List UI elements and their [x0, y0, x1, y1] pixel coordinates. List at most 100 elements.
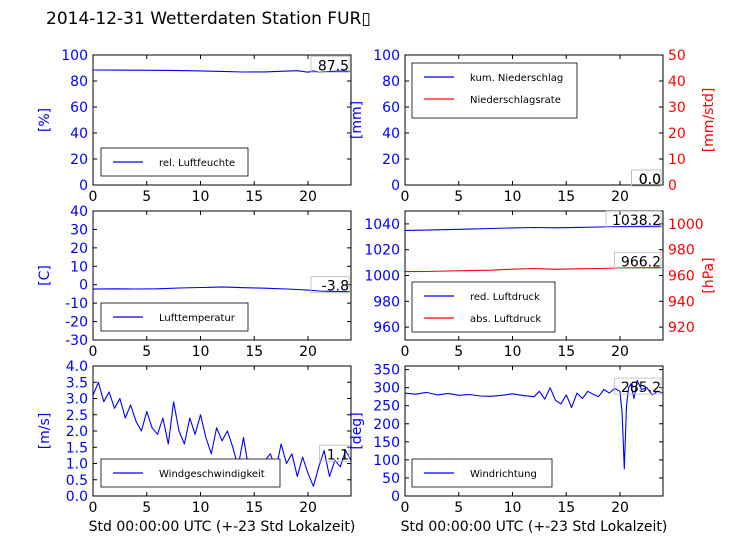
x-tick-label: 15: [557, 500, 575, 516]
x-tick-label: 15: [557, 189, 575, 205]
x-tick-label: 5: [454, 189, 463, 205]
legend-label: kum. Niederschlag: [470, 73, 563, 84]
y2-tick-label: 920: [668, 320, 695, 336]
x-axis-label: Std 00:00:00 UTC (+-23 Std Lokalzeit): [89, 519, 356, 535]
legend: Windrichtung: [411, 458, 553, 488]
legend-label: Niederschlagsrate: [470, 95, 561, 106]
legend: Lufttemperatur: [100, 302, 249, 332]
y-tick-label: 150: [373, 435, 400, 451]
y-tick-label: 2.0: [66, 424, 88, 440]
last-value-label-box: [310, 55, 350, 73]
y-tick-label: 3.0: [66, 392, 88, 408]
y-tick-label: 0.0: [66, 489, 88, 505]
x-tick-label: 0: [401, 189, 410, 205]
y-tick-label: 0: [391, 489, 400, 505]
y-tick-label: 0: [391, 178, 400, 194]
last-value-label-box: [310, 276, 350, 294]
last-value-label-box: [319, 444, 350, 462]
y2-tick-label: 40: [668, 74, 686, 90]
y-tick-label: 4.0: [66, 359, 88, 375]
x-tick-label: 20: [299, 500, 317, 516]
y-tick-label: 50: [382, 471, 400, 487]
y-tick-label: 80: [70, 74, 88, 90]
legend-label: rel. Luftfeuchte: [159, 158, 235, 169]
last-value-label: 1038.2: [612, 213, 661, 229]
subplot-humidity: 0 5 10 15 20 0 20 40 60 80 100 [%] 87.5 rel. Luftfeuc…: [37, 48, 352, 205]
legend: kum. Niederschlag Niederschlagsrate: [411, 62, 578, 119]
plot-frame: [92, 54, 352, 186]
y-tick-label: 60: [70, 100, 88, 116]
y-axis-label: [%]: [37, 108, 53, 132]
x-tick-label: 20: [299, 344, 317, 360]
x-tick-label: 20: [611, 500, 629, 516]
y-tick-label: -30: [65, 333, 88, 349]
legend-label: Windrichtung: [470, 469, 537, 480]
y-tick-label: 2.5: [66, 408, 88, 424]
x-tick-label: 10: [192, 189, 210, 205]
x-axis-label: Std 00:00:00 UTC (+-23 Std Lokalzeit): [401, 519, 668, 535]
x-tick-label: 20: [611, 344, 629, 360]
subplot-temperature: 0 5 10 15 20 -30 -20 -10 0 10 20 30 40 [C] -3.8 Lufttem…: [37, 204, 352, 360]
y-tick-label: 30: [70, 222, 88, 238]
y-tick-label: 1000: [364, 269, 400, 285]
x-tick-label: 20: [611, 189, 629, 205]
legend-box: [411, 62, 578, 119]
last-value-label: 285.2: [621, 380, 661, 396]
figure-title-text: 2014-12-31 Wetterdaten Station FUR: [46, 9, 362, 29]
x-tick-label: 10: [504, 500, 522, 516]
x-tick-label: 0: [89, 189, 98, 205]
x-tick-label: 0: [401, 500, 410, 516]
plot-frame: [404, 365, 664, 497]
subplot-precipitation: 0 5 10 15 20 0 20 40 60 80 100 0 10 20 30 40 50 [mm] [mm/s…: [349, 48, 717, 205]
y2-tick-label: 20: [668, 126, 686, 142]
y-tick-label: 250: [373, 399, 400, 415]
x-tick-label: 0: [401, 344, 410, 360]
y-tick-label: 0: [79, 278, 88, 294]
plot-frame: [92, 210, 352, 341]
subplot-pressure: 0 5 10 15 20 960 980 1000 1020 1040 920 940 960 980 10…: [364, 210, 717, 360]
subplot-wind-speed: 0 5 10 15 20 0.00.51.01.52.02.53.03.54.0 [m/s]…: [37, 359, 355, 535]
x-tick-label: 5: [454, 344, 463, 360]
legend: rel. Luftfeuchte: [100, 147, 249, 177]
legend-label: Lufttemperatur: [159, 313, 236, 324]
legend-label: abs. Luftdruck: [470, 314, 541, 325]
x-tick-label: 20: [299, 189, 317, 205]
last-value-label: -3.8: [322, 279, 349, 295]
last-value-label-2: 966.2: [621, 255, 661, 271]
y-tick-label: 3.5: [66, 375, 88, 391]
x-tick-label: 0: [89, 500, 98, 516]
x-tick-label: 10: [192, 500, 210, 516]
y2-tick-label: 940: [668, 294, 695, 310]
y-tick-label: 1020: [364, 243, 400, 259]
y-tick-label: 20: [382, 152, 400, 168]
x-tick-label: 5: [454, 500, 463, 516]
y2-tick-label: 10: [668, 152, 686, 168]
y-tick-label: 40: [70, 204, 88, 220]
y2-tick-label: 960: [668, 269, 695, 285]
x-tick-label: 5: [142, 344, 151, 360]
y2-tick-label: 30: [668, 100, 686, 116]
y-tick-label: 80: [382, 74, 400, 90]
series-line-pressure-0: [404, 225, 662, 231]
legend: Windgeschwindigkeit: [100, 458, 281, 488]
y-tick-label: 0: [79, 178, 88, 194]
missing-glyph-icon: ▯: [361, 9, 371, 29]
y-tick-label: 20: [70, 152, 88, 168]
y2-tick-label: 980: [668, 243, 695, 259]
y2-tick-label: 1000: [668, 217, 704, 233]
y-tick-label: 60: [382, 100, 400, 116]
y-tick-label: -10: [65, 296, 88, 312]
last-value-label-box: [605, 210, 662, 228]
legend-label: red. Luftdruck: [470, 292, 540, 303]
last-value-label-2-box: [631, 169, 662, 187]
y-axis-label: [mm]: [349, 101, 365, 139]
x-tick-label: 10: [504, 189, 522, 205]
y-axis-label: [C]: [37, 265, 53, 286]
y-tick-label: 200: [373, 417, 400, 433]
series-line-wind-direction-0: [404, 379, 664, 470]
y-tick-label: -20: [65, 315, 88, 331]
y-axis-label: [deg]: [349, 412, 365, 449]
last-value-label-box: [614, 377, 662, 395]
y-tick-label: 100: [61, 48, 88, 64]
